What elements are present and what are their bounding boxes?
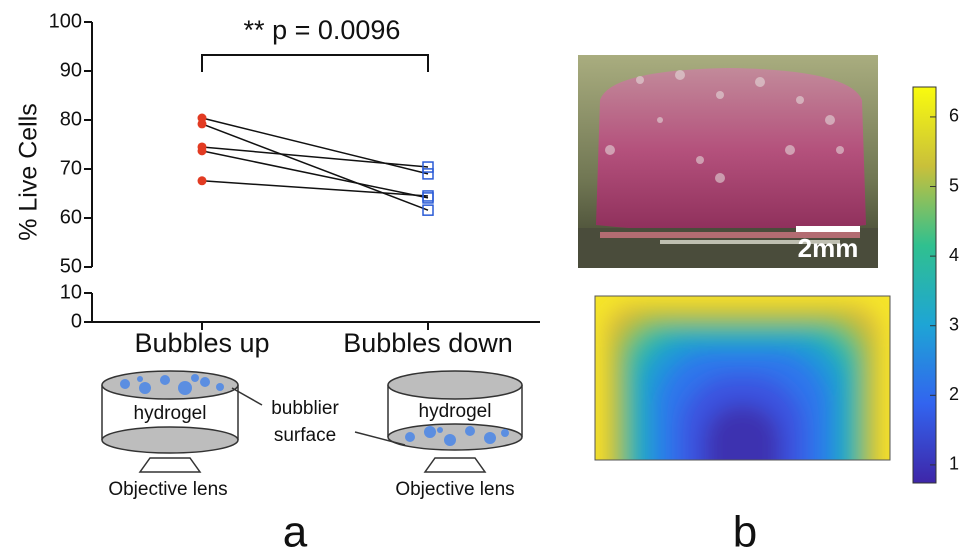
lens-label: Objective lens	[108, 479, 227, 500]
y-tick-label: 80	[60, 108, 82, 130]
significance-bracket	[201, 54, 429, 72]
colorbar-tick-label: 1	[949, 454, 959, 474]
point	[422, 161, 434, 173]
pair-line	[201, 123, 429, 211]
point	[422, 168, 434, 180]
callout: bubblier	[271, 398, 339, 419]
point	[422, 190, 434, 202]
point	[197, 119, 207, 129]
callout: surface	[274, 425, 336, 446]
colorbar-tick-label: 5	[949, 175, 959, 195]
panel-label: a	[283, 508, 308, 554]
pair-line	[201, 180, 429, 197]
y-tick-label: 0	[71, 310, 82, 332]
panel-label: b	[733, 508, 757, 554]
scale-bar-label: 2mm	[798, 233, 859, 263]
point	[197, 146, 207, 156]
x-tick-label: Bubbles down	[343, 328, 513, 358]
annotation: ** p = 0.0096	[244, 15, 401, 45]
diagram	[101, 370, 523, 473]
colorbar-tick-label: 6	[949, 106, 959, 126]
y-tick-label: 100	[49, 10, 82, 32]
lens-label: Objective lens	[395, 479, 514, 500]
colorbar-tick-label: 4	[949, 245, 959, 265]
y-tick-label: 60	[60, 206, 82, 228]
gel-label: hydrogel	[419, 401, 492, 422]
x-tick-label: Bubbles up	[134, 328, 269, 358]
y-tick-label: 90	[60, 59, 82, 81]
point	[197, 176, 207, 186]
y-tick-label: 10	[60, 281, 82, 303]
heatmap	[595, 296, 890, 460]
point	[422, 204, 434, 216]
pair-line	[201, 146, 429, 168]
colorbar	[912, 86, 937, 484]
y-axis-label: % Live Cells	[15, 103, 43, 241]
pair-line	[201, 117, 429, 175]
colorbar-tick-label: 3	[949, 314, 959, 334]
colorbar-tick-label: 2	[949, 384, 959, 404]
y-tick-label: 70	[60, 157, 82, 179]
y-tick-label: 50	[60, 255, 82, 277]
photo: 2mm	[578, 55, 878, 268]
pair-line	[201, 150, 429, 199]
gel-label: hydrogel	[134, 403, 207, 424]
